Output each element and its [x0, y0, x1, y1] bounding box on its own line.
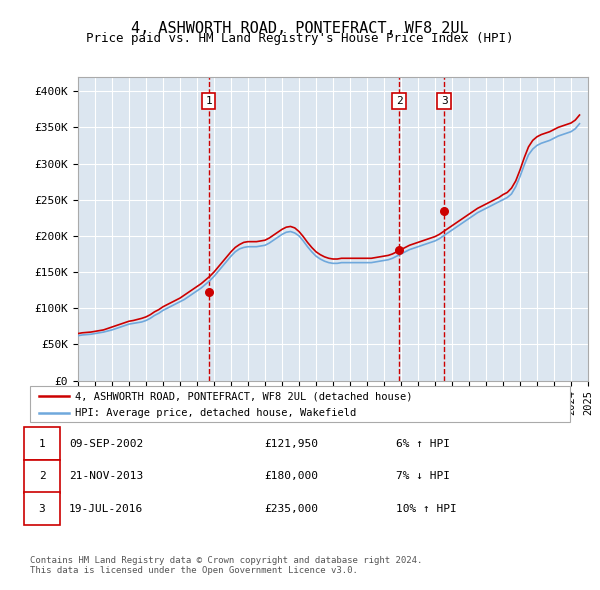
Text: 1: 1	[38, 439, 46, 449]
Point	[204, 287, 214, 297]
Text: 4, ASHWORTH ROAD, PONTEFRACT, WF8 2UL: 4, ASHWORTH ROAD, PONTEFRACT, WF8 2UL	[131, 21, 469, 35]
Text: Contains HM Land Registry data © Crown copyright and database right 2024.
This d: Contains HM Land Registry data © Crown c…	[30, 556, 422, 575]
Point	[394, 245, 404, 255]
Text: 6% ↑ HPI: 6% ↑ HPI	[396, 439, 450, 449]
Text: 10% ↑ HPI: 10% ↑ HPI	[396, 504, 457, 514]
Text: £235,000: £235,000	[264, 504, 318, 514]
Text: 3: 3	[38, 504, 46, 514]
Text: 2: 2	[38, 471, 46, 481]
Text: 2: 2	[396, 96, 403, 106]
Text: 21-NOV-2013: 21-NOV-2013	[69, 471, 143, 481]
Text: 09-SEP-2002: 09-SEP-2002	[69, 439, 143, 449]
Text: 7% ↓ HPI: 7% ↓ HPI	[396, 471, 450, 481]
Text: 3: 3	[441, 96, 448, 106]
Text: HPI: Average price, detached house, Wakefield: HPI: Average price, detached house, Wake…	[75, 408, 356, 418]
Text: Price paid vs. HM Land Registry's House Price Index (HPI): Price paid vs. HM Land Registry's House …	[86, 32, 514, 45]
Text: £121,950: £121,950	[264, 439, 318, 449]
Point	[439, 206, 449, 215]
Text: £180,000: £180,000	[264, 471, 318, 481]
Text: 1: 1	[205, 96, 212, 106]
Text: 4, ASHWORTH ROAD, PONTEFRACT, WF8 2UL (detached house): 4, ASHWORTH ROAD, PONTEFRACT, WF8 2UL (d…	[75, 391, 413, 401]
Text: 19-JUL-2016: 19-JUL-2016	[69, 504, 143, 514]
